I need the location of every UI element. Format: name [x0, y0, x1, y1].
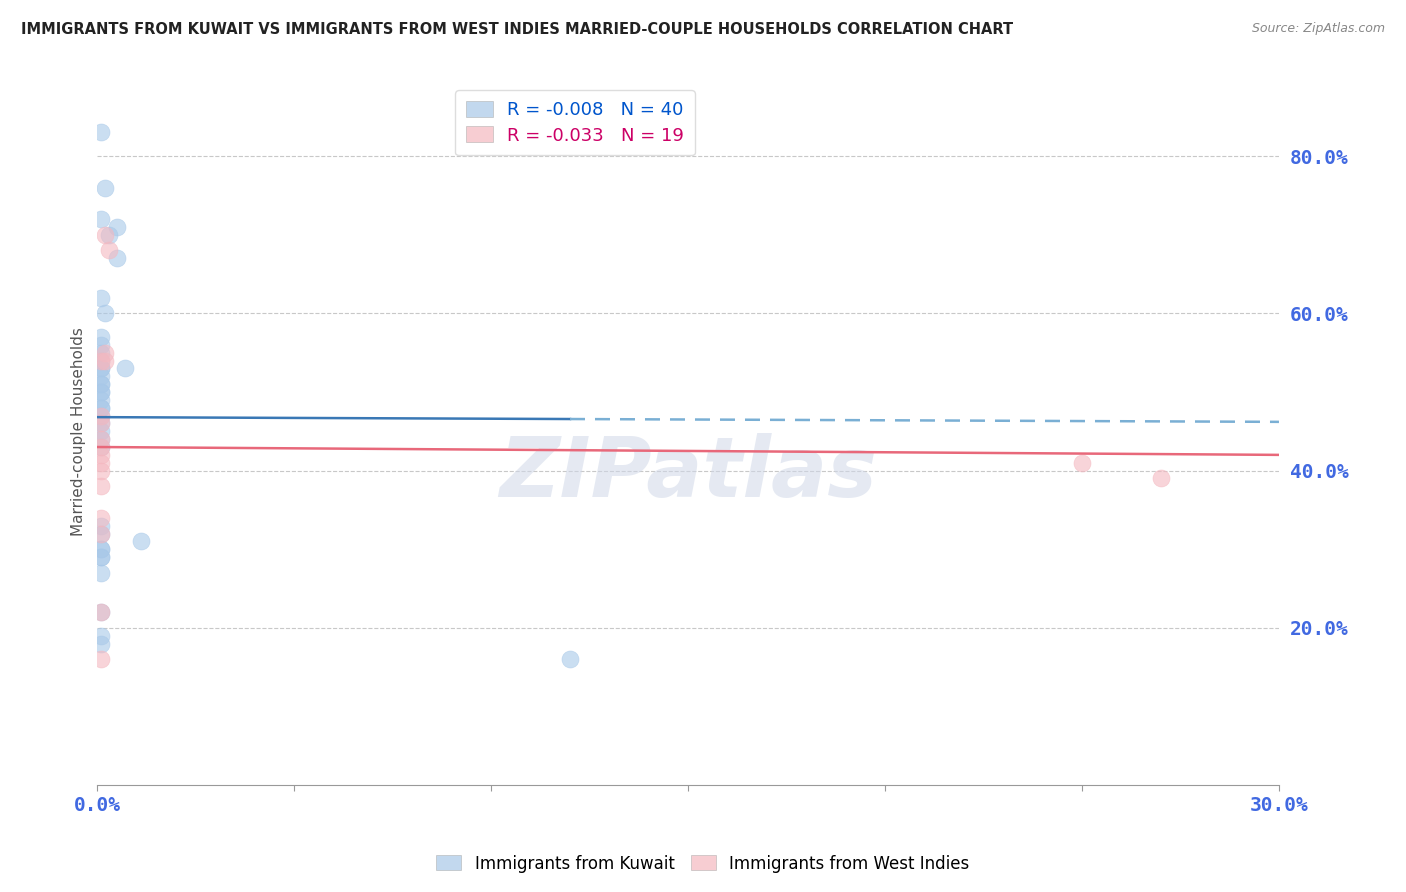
- Point: [90, 409, 112, 423]
- Point: [90, 417, 112, 431]
- Point: [90, 550, 112, 565]
- Point: [90, 652, 112, 666]
- Point: [90, 291, 112, 305]
- Point: [90, 637, 112, 651]
- Point: [90, 361, 112, 376]
- Point: [90, 353, 112, 368]
- Point: [94, 345, 117, 359]
- Point: [90, 369, 112, 384]
- Legend: Immigrants from Kuwait, Immigrants from West Indies: Immigrants from Kuwait, Immigrants from …: [430, 848, 976, 880]
- Point: [90, 542, 112, 557]
- Point: [90, 605, 112, 619]
- Point: [90, 542, 112, 557]
- Point: [90, 377, 112, 392]
- Point: [90, 126, 112, 140]
- Point: [129, 534, 152, 549]
- Point: [94, 306, 117, 320]
- Point: [114, 361, 136, 376]
- Point: [90, 211, 112, 226]
- Point: [90, 464, 112, 478]
- Point: [90, 353, 112, 368]
- Point: [90, 338, 112, 352]
- Point: [90, 384, 112, 399]
- Point: [558, 652, 581, 666]
- Point: [90, 550, 112, 565]
- Point: [90, 401, 112, 415]
- Point: [90, 448, 112, 462]
- Point: [105, 219, 128, 234]
- Text: Source: ZipAtlas.com: Source: ZipAtlas.com: [1251, 22, 1385, 36]
- Point: [90, 440, 112, 454]
- Point: [90, 330, 112, 344]
- Point: [94, 353, 117, 368]
- Point: [90, 361, 112, 376]
- Point: [90, 392, 112, 407]
- Point: [98, 244, 121, 258]
- Point: [90, 377, 112, 392]
- Point: [90, 440, 112, 454]
- Y-axis label: Married-couple Households: Married-couple Households: [72, 326, 86, 536]
- Point: [105, 252, 128, 266]
- Point: [90, 384, 112, 399]
- Point: [90, 479, 112, 493]
- Text: ZIPatlas: ZIPatlas: [499, 434, 877, 515]
- Text: IMMIGRANTS FROM KUWAIT VS IMMIGRANTS FROM WEST INDIES MARRIED-COUPLE HOUSEHOLDS : IMMIGRANTS FROM KUWAIT VS IMMIGRANTS FRO…: [21, 22, 1014, 37]
- Point: [98, 227, 121, 242]
- Point: [90, 345, 112, 359]
- Point: [90, 432, 112, 446]
- Point: [90, 425, 112, 439]
- Point: [1071, 456, 1094, 470]
- Point: [90, 432, 112, 446]
- Point: [90, 605, 112, 619]
- Point: [90, 629, 112, 643]
- Point: [90, 526, 112, 541]
- Point: [90, 518, 112, 533]
- Legend: R = -0.008   N = 40, R = -0.033   N = 19: R = -0.008 N = 40, R = -0.033 N = 19: [456, 90, 695, 155]
- Point: [94, 227, 117, 242]
- Point: [90, 401, 112, 415]
- Point: [94, 180, 117, 194]
- Point: [90, 409, 112, 423]
- Point: [1150, 471, 1173, 485]
- Point: [90, 566, 112, 580]
- Point: [90, 510, 112, 524]
- Point: [90, 526, 112, 541]
- Point: [90, 456, 112, 470]
- Point: [90, 417, 112, 431]
